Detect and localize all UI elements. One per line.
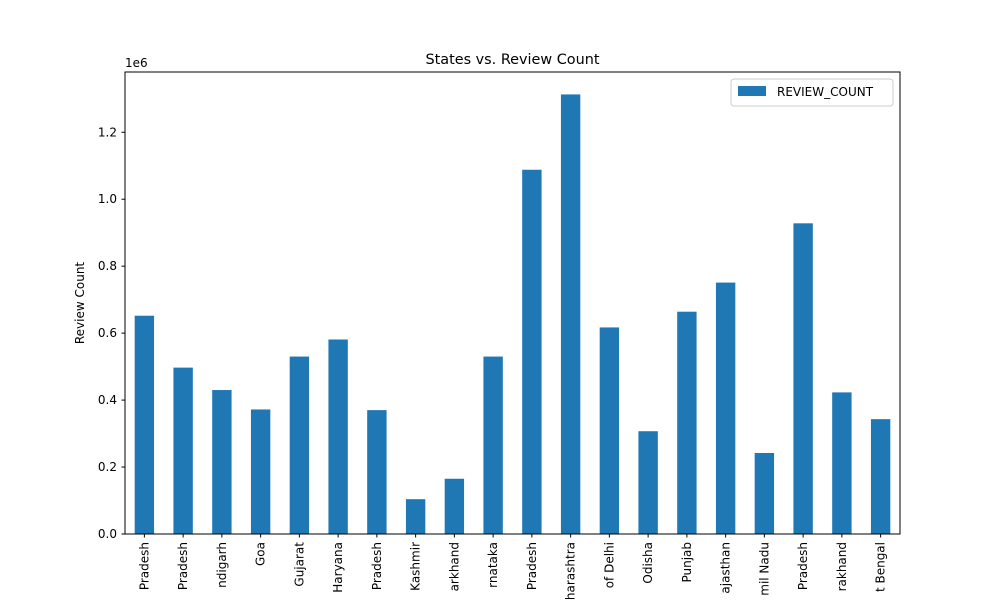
- y-tick-label-5: 1.0: [98, 192, 117, 206]
- y-axis-label: Review Count: [73, 262, 87, 345]
- x-tick-label-2: ndigarh: [215, 542, 229, 588]
- bar-18: [832, 392, 852, 534]
- bar-9: [483, 356, 503, 534]
- x-tick-label-10: Pradesh: [525, 542, 539, 590]
- bar-14: [677, 311, 697, 534]
- x-tick-label-18: rakhand: [835, 542, 849, 591]
- y-axis: 0.0 0.2 0.4 0.6 0.8 1.0 1.2: [98, 125, 125, 541]
- y-tick-label-1: 0.2: [98, 460, 117, 474]
- bar-7: [405, 499, 426, 534]
- y-tick-label-4: 0.8: [98, 259, 117, 273]
- bar-2: [212, 390, 232, 534]
- x-tick-label-8: arkhand: [447, 542, 461, 591]
- x-tick-label-1: Pradesh: [176, 542, 190, 590]
- bar-0: [134, 315, 155, 534]
- legend-box: [730, 78, 894, 107]
- x-tick-label-12: of Delhi: [602, 542, 616, 588]
- legend-entry-review-count: REVIEW_COUNT: [777, 85, 874, 99]
- y-tick-label-0: 0.0: [98, 527, 117, 541]
- bar-19: [870, 419, 891, 534]
- bar-17: [793, 223, 813, 535]
- x-tick-label-3: Goa: [254, 542, 268, 566]
- bar-8: [444, 478, 465, 534]
- x-tick-label-14: Punjab: [680, 542, 694, 583]
- bar-16: [754, 452, 775, 534]
- x-axis: Pradesh Pradesh ndigarh Goa Gujarat Haryana Pr…: [137, 534, 888, 600]
- bar-3: [250, 409, 271, 534]
- x-tick-label-17: Pradesh: [796, 542, 810, 590]
- y-tick-label-6: 1.2: [98, 125, 117, 139]
- x-tick-label-16: mil Nadu: [757, 542, 771, 596]
- x-tick-label-4: Gujarat: [292, 542, 306, 587]
- x-tick-label-11: harashtra: [564, 542, 578, 600]
- bar-10: [522, 169, 542, 534]
- legend: REVIEW_COUNT: [730, 78, 894, 107]
- legend-swatch: [738, 86, 766, 96]
- chart-title: States vs. Review Count: [426, 52, 600, 68]
- axes-frame: [124, 71, 901, 535]
- bar-6: [367, 410, 387, 534]
- x-tick-label-19: t Bengal: [874, 542, 888, 592]
- bar-5: [328, 339, 348, 534]
- x-tick-label-13: Odisha: [641, 542, 655, 584]
- bars-group: [134, 94, 891, 535]
- bar-13: [638, 431, 658, 534]
- bar-4: [289, 356, 310, 534]
- x-tick-label-0: Pradesh: [137, 542, 151, 590]
- x-tick-label-9: rnataka: [486, 542, 500, 588]
- y-tick-label-2: 0.4: [98, 393, 117, 407]
- x-tick-label-15: ajasthan: [719, 542, 733, 594]
- y-axis-offset-label: 1e6: [125, 56, 148, 70]
- x-tick-label-7: Kashmir: [409, 542, 423, 591]
- x-tick-label-5: Haryana: [331, 542, 345, 593]
- y-tick-label-3: 0.6: [98, 326, 117, 340]
- x-tick-label-6: Pradesh: [370, 542, 384, 590]
- bar-12: [599, 327, 620, 534]
- bar-15: [715, 282, 736, 534]
- bar-1: [173, 367, 193, 534]
- bar-11: [560, 94, 581, 535]
